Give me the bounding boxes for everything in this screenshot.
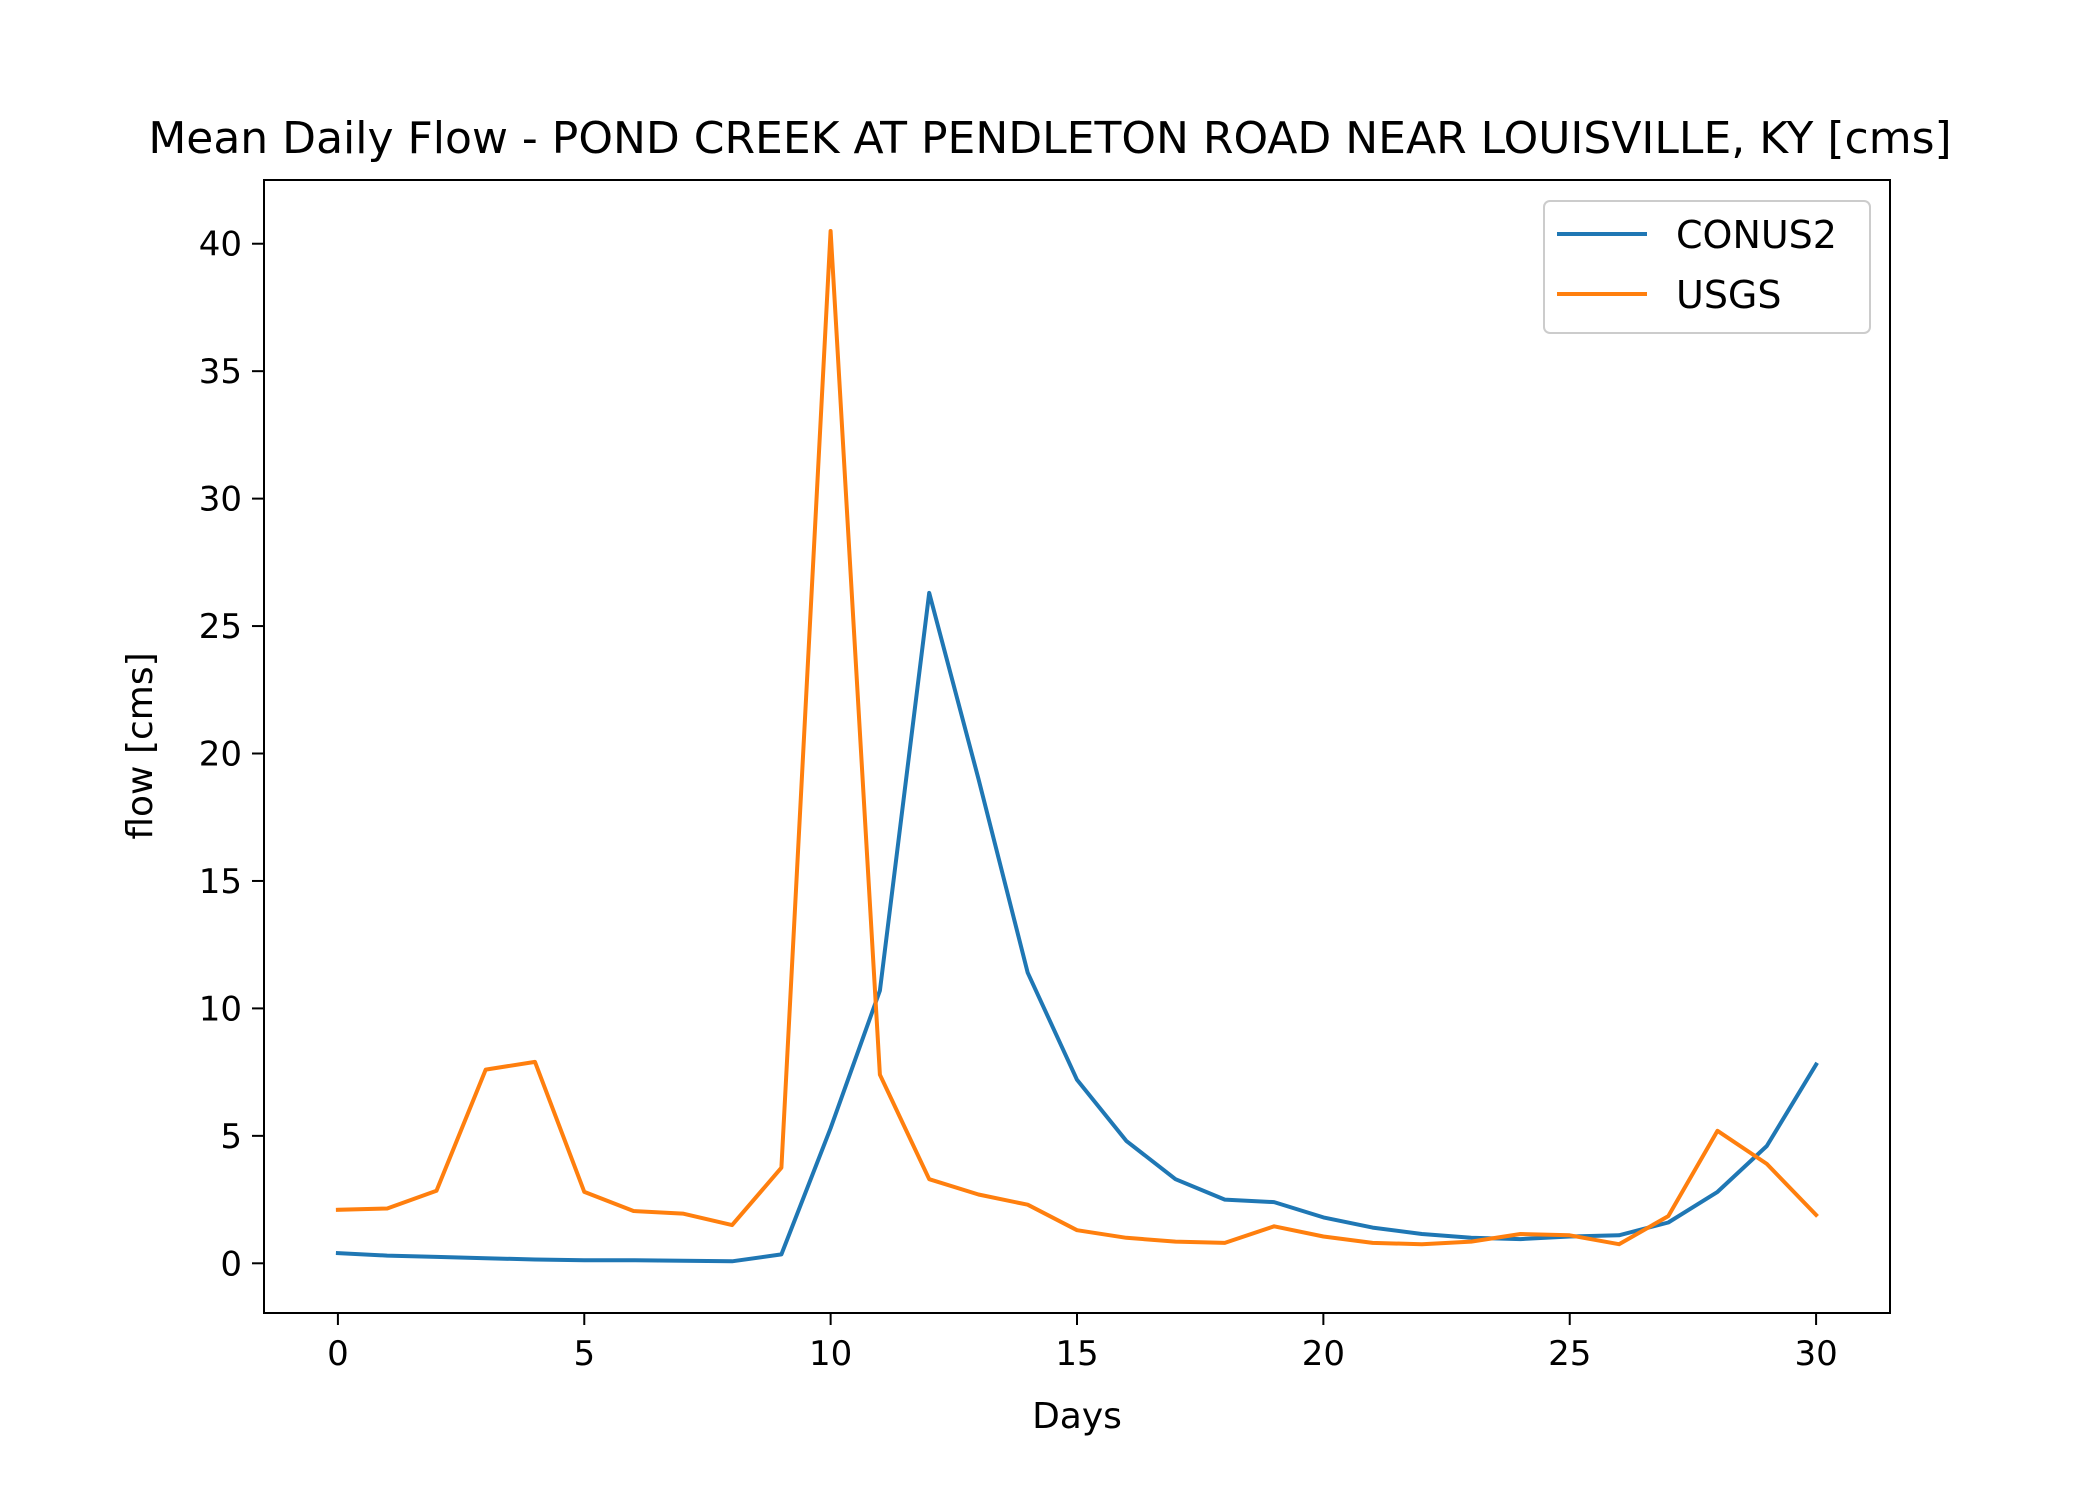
chart-title: Mean Daily Flow - POND CREEK AT PENDLETO…	[148, 113, 1951, 164]
y-tick-label: 35	[199, 352, 242, 392]
plot-area	[264, 180, 1890, 1313]
x-tick-label: 0	[327, 1334, 349, 1374]
y-tick-label: 10	[199, 989, 242, 1029]
y-tick-label: 20	[199, 735, 242, 775]
x-axis-label: Days	[1032, 1396, 1122, 1437]
y-axis-label: flow [cms]	[120, 652, 161, 839]
x-tick-label: 15	[1055, 1334, 1098, 1374]
x-tick-label: 30	[1794, 1334, 1837, 1374]
y-tick-label: 5	[220, 1117, 242, 1157]
y-tick-label: 0	[220, 1244, 242, 1284]
plot-frame	[263, 179, 1891, 1314]
legend: CONUS2 USGS	[1543, 200, 1871, 334]
legend-label-conus2: CONUS2	[1676, 213, 1837, 257]
x-tick-label: 25	[1548, 1334, 1591, 1374]
x-axis: 0 5 10 15 20 25 30	[327, 1313, 1838, 1374]
x-tick-label: 5	[573, 1334, 595, 1374]
legend-label-usgs: USGS	[1676, 273, 1782, 317]
x-tick-label: 20	[1302, 1334, 1345, 1374]
y-tick-label: 15	[199, 862, 242, 902]
y-axis: 0 5 10 15 20 25 30 35 40	[199, 225, 264, 1284]
y-tick-label: 40	[199, 225, 242, 265]
series-line-usgs	[335, 229, 1819, 1247]
series-layer	[335, 229, 1819, 1264]
x-tick-label: 10	[809, 1334, 852, 1374]
y-tick-label: 30	[199, 480, 242, 520]
y-tick-label: 25	[199, 607, 242, 647]
